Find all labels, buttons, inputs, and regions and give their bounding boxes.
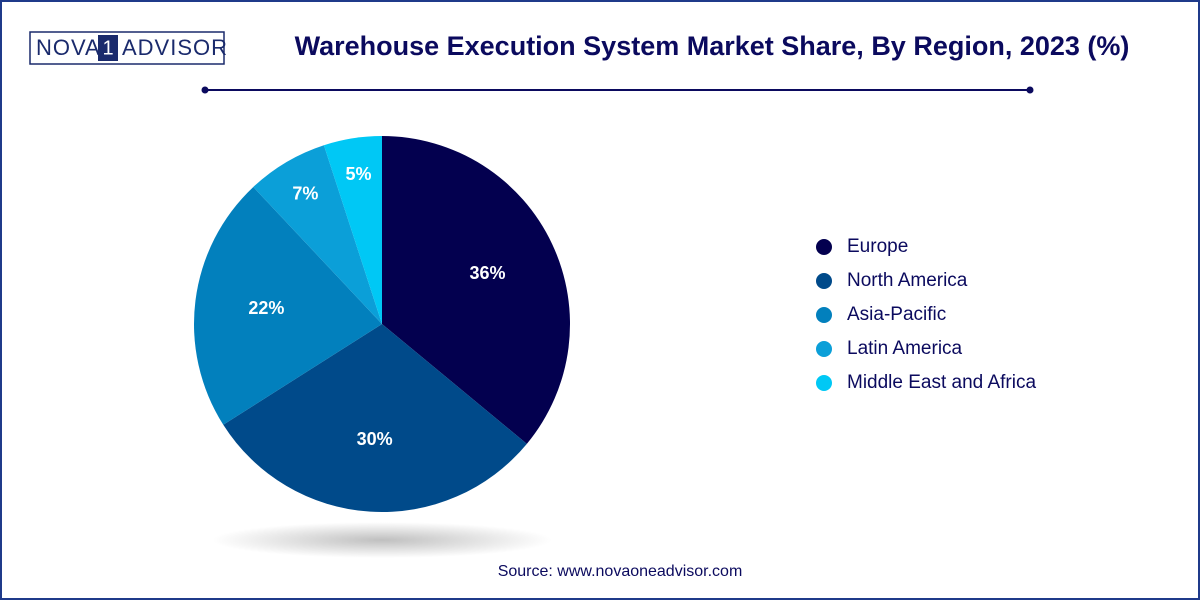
pie-slice: [323, 136, 382, 324]
legend-swatch: [816, 307, 832, 323]
legend-swatch: [816, 239, 832, 255]
data-label: 7%: [292, 183, 318, 203]
legend-label: Asia-Pacific: [847, 304, 946, 325]
rule-dot: [201, 86, 209, 94]
legend: Europe North America Asia-Pacific Latin Ame…: [816, 236, 1036, 393]
pie: 36% 30% 22% 7% 5%: [194, 136, 570, 512]
logo-box: [29, 31, 225, 65]
legend-label: Latin America: [847, 338, 963, 359]
logo-mark: 1: [102, 37, 113, 59]
pie-slice: [382, 136, 570, 444]
pie-slice: [253, 145, 382, 324]
pie-slice: [223, 324, 527, 512]
rule-dot: [1026, 86, 1034, 94]
legend-label: Europe: [847, 236, 908, 257]
source: Source: www.novaoneadvisor.com: [498, 563, 743, 580]
logo: NOVA 1 ADVISOR: [29, 31, 228, 65]
data-label: 22%: [248, 298, 284, 318]
chart-title: Warehouse Execution System Market Share,…: [295, 31, 1130, 61]
logo-text: NOVA: [36, 35, 101, 60]
logo-mark-box: [98, 35, 118, 61]
logo-text: ADVISOR: [122, 35, 228, 60]
legend-label: Middle East and Africa: [847, 372, 1036, 393]
data-label: 30%: [357, 429, 393, 449]
legend-label: North America: [847, 270, 968, 291]
pie-shadow: [212, 522, 552, 558]
legend-swatch: [816, 341, 832, 357]
data-label: 36%: [469, 263, 505, 283]
data-label: 5%: [345, 164, 371, 184]
legend-swatch: [816, 375, 832, 391]
pie-slice: [194, 186, 382, 425]
legend-swatch: [816, 273, 832, 289]
